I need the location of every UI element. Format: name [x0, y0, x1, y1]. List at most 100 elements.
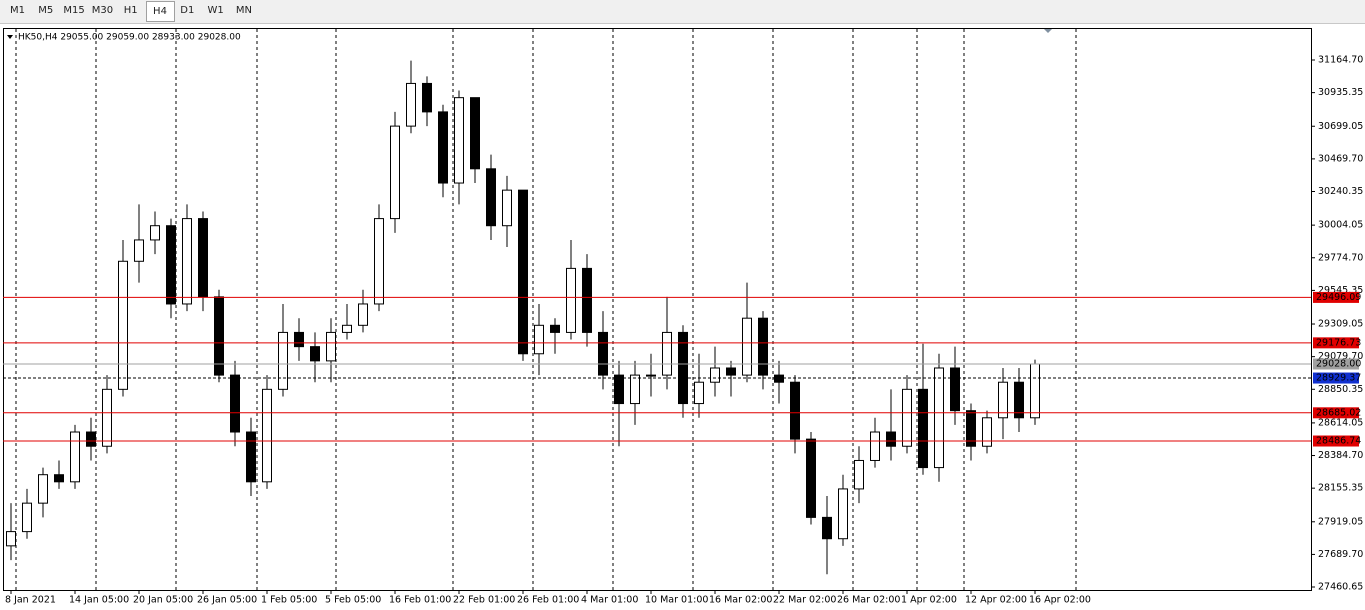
x-tick-label: 20 Jan 05:00 — [133, 595, 193, 606]
candle-body — [598, 331, 608, 376]
x-tick-label: 4 Mar 01:00 — [581, 595, 638, 606]
candle-body — [102, 388, 112, 447]
price-level-label: 29028.00 — [1316, 359, 1361, 370]
y-tick-label: 29774.70 — [1318, 252, 1363, 263]
x-tick-label: 22 Feb 01:00 — [453, 595, 515, 606]
candle-body — [806, 438, 816, 518]
candle-body — [934, 367, 944, 469]
candle-body — [854, 459, 864, 490]
candle-body — [534, 324, 544, 355]
candle-body — [70, 431, 80, 483]
candle-body — [470, 97, 480, 170]
candle-body — [6, 531, 16, 547]
timeframe-tab[interactable]: MN — [235, 5, 252, 16]
timeframe-tab[interactable]: M1 — [10, 5, 25, 16]
candle-body — [358, 303, 368, 326]
y-tick-label: 29309.05 — [1318, 319, 1363, 330]
timeframe-toolbar: M1 M5 M15 M30 H1 H4 D1 W1 MN — [0, 0, 1365, 24]
timeframe-tab[interactable]: M15 — [63, 5, 85, 16]
timeframe-tab[interactable]: H1 — [123, 5, 138, 16]
candle-body — [758, 317, 768, 376]
candle-body — [342, 324, 352, 333]
y-tick-label: 29079.70 — [1318, 351, 1363, 362]
price-level-label: 28486.74 — [1316, 436, 1361, 447]
x-tick-label: 10 Mar 01:00 — [645, 595, 708, 606]
candle-body — [502, 189, 512, 227]
price-level-tag — [1313, 358, 1359, 370]
y-tick-label: 27689.70 — [1318, 549, 1363, 560]
candle-body — [262, 388, 272, 483]
candle-body — [582, 267, 592, 333]
x-tick-label: 26 Feb 01:00 — [517, 595, 579, 606]
candle-body — [646, 374, 656, 377]
timeframe-tab[interactable]: M5 — [38, 5, 54, 16]
candle-body — [678, 331, 688, 405]
candle-body — [518, 189, 528, 355]
y-tick-label: 30469.70 — [1318, 153, 1363, 164]
y-tick-label: 28155.35 — [1318, 483, 1363, 494]
y-tick-label: 28614.05 — [1318, 417, 1363, 428]
x-tick-label: 1 Apr 02:00 — [901, 595, 957, 606]
candle-body — [486, 168, 496, 227]
y-tick-label: 29545.35 — [1318, 285, 1363, 296]
y-tick-label: 28384.70 — [1318, 450, 1363, 461]
candle-body — [198, 218, 208, 298]
candle-body — [886, 431, 896, 447]
price-level-tag — [1313, 407, 1359, 419]
candle-body — [566, 267, 576, 333]
candle-body — [870, 431, 880, 461]
x-tick-label: 1 Feb 05:00 — [261, 595, 317, 606]
candle-body — [614, 374, 624, 405]
candle-body — [118, 260, 128, 390]
price-level-label: 29496.09 — [1316, 292, 1361, 303]
candle-body — [902, 388, 912, 447]
candle-body — [38, 474, 48, 504]
candle-body — [422, 82, 432, 113]
candle-body — [374, 218, 384, 305]
candle-body — [694, 381, 704, 405]
candle-body — [150, 225, 160, 241]
candle-body — [918, 388, 928, 469]
price-level-tag — [1313, 435, 1359, 447]
shift-marker — [1044, 29, 1052, 33]
candle-body — [438, 111, 448, 184]
candle-body — [182, 218, 192, 305]
price-level-tag — [1313, 291, 1359, 303]
candle-body — [454, 97, 464, 184]
x-tick-label: 5 Feb 05:00 — [325, 595, 381, 606]
price-level-tag — [1313, 372, 1359, 384]
candle-body — [774, 374, 784, 383]
plot-frame — [3, 28, 1312, 591]
candle-body — [134, 239, 144, 262]
y-tick-label: 27919.05 — [1318, 516, 1363, 527]
candle-body — [550, 324, 560, 333]
candle-body — [742, 317, 752, 376]
x-tick-label: 8 Jan 2021 — [5, 595, 56, 606]
timeframe-tab[interactable]: W1 — [207, 5, 224, 16]
y-tick-label: 27460.65 — [1318, 582, 1363, 593]
y-tick-label: 30699.05 — [1318, 121, 1363, 132]
x-tick-label: 26 Mar 02:00 — [837, 595, 900, 606]
y-tick-label: 31164.70 — [1318, 54, 1363, 65]
candle-body — [390, 125, 400, 220]
timeframe-tab[interactable]: H4 — [145, 1, 175, 22]
candle-body — [54, 474, 64, 483]
price-level-tag — [1313, 337, 1359, 349]
y-tick-label: 30935.35 — [1318, 87, 1363, 98]
timeframe-tab[interactable]: M30 — [91, 5, 114, 16]
timeframe-tab[interactable]: D1 — [180, 5, 195, 16]
candle-body — [310, 346, 320, 362]
candle-body — [214, 296, 224, 376]
chart-title: HK50,H4 29055.00 29059.00 28933.00 29028… — [18, 33, 241, 43]
y-tick-label: 30240.35 — [1318, 186, 1363, 197]
x-tick-label: 16 Apr 02:00 — [1029, 595, 1091, 606]
y-tick-label: 30004.05 — [1318, 220, 1363, 231]
candle-body — [246, 431, 256, 483]
candle-body — [950, 367, 960, 412]
candle-body — [662, 331, 672, 376]
x-tick-label: 16 Mar 02:00 — [709, 595, 772, 606]
candle-body — [630, 374, 640, 405]
candle-body — [726, 367, 736, 376]
